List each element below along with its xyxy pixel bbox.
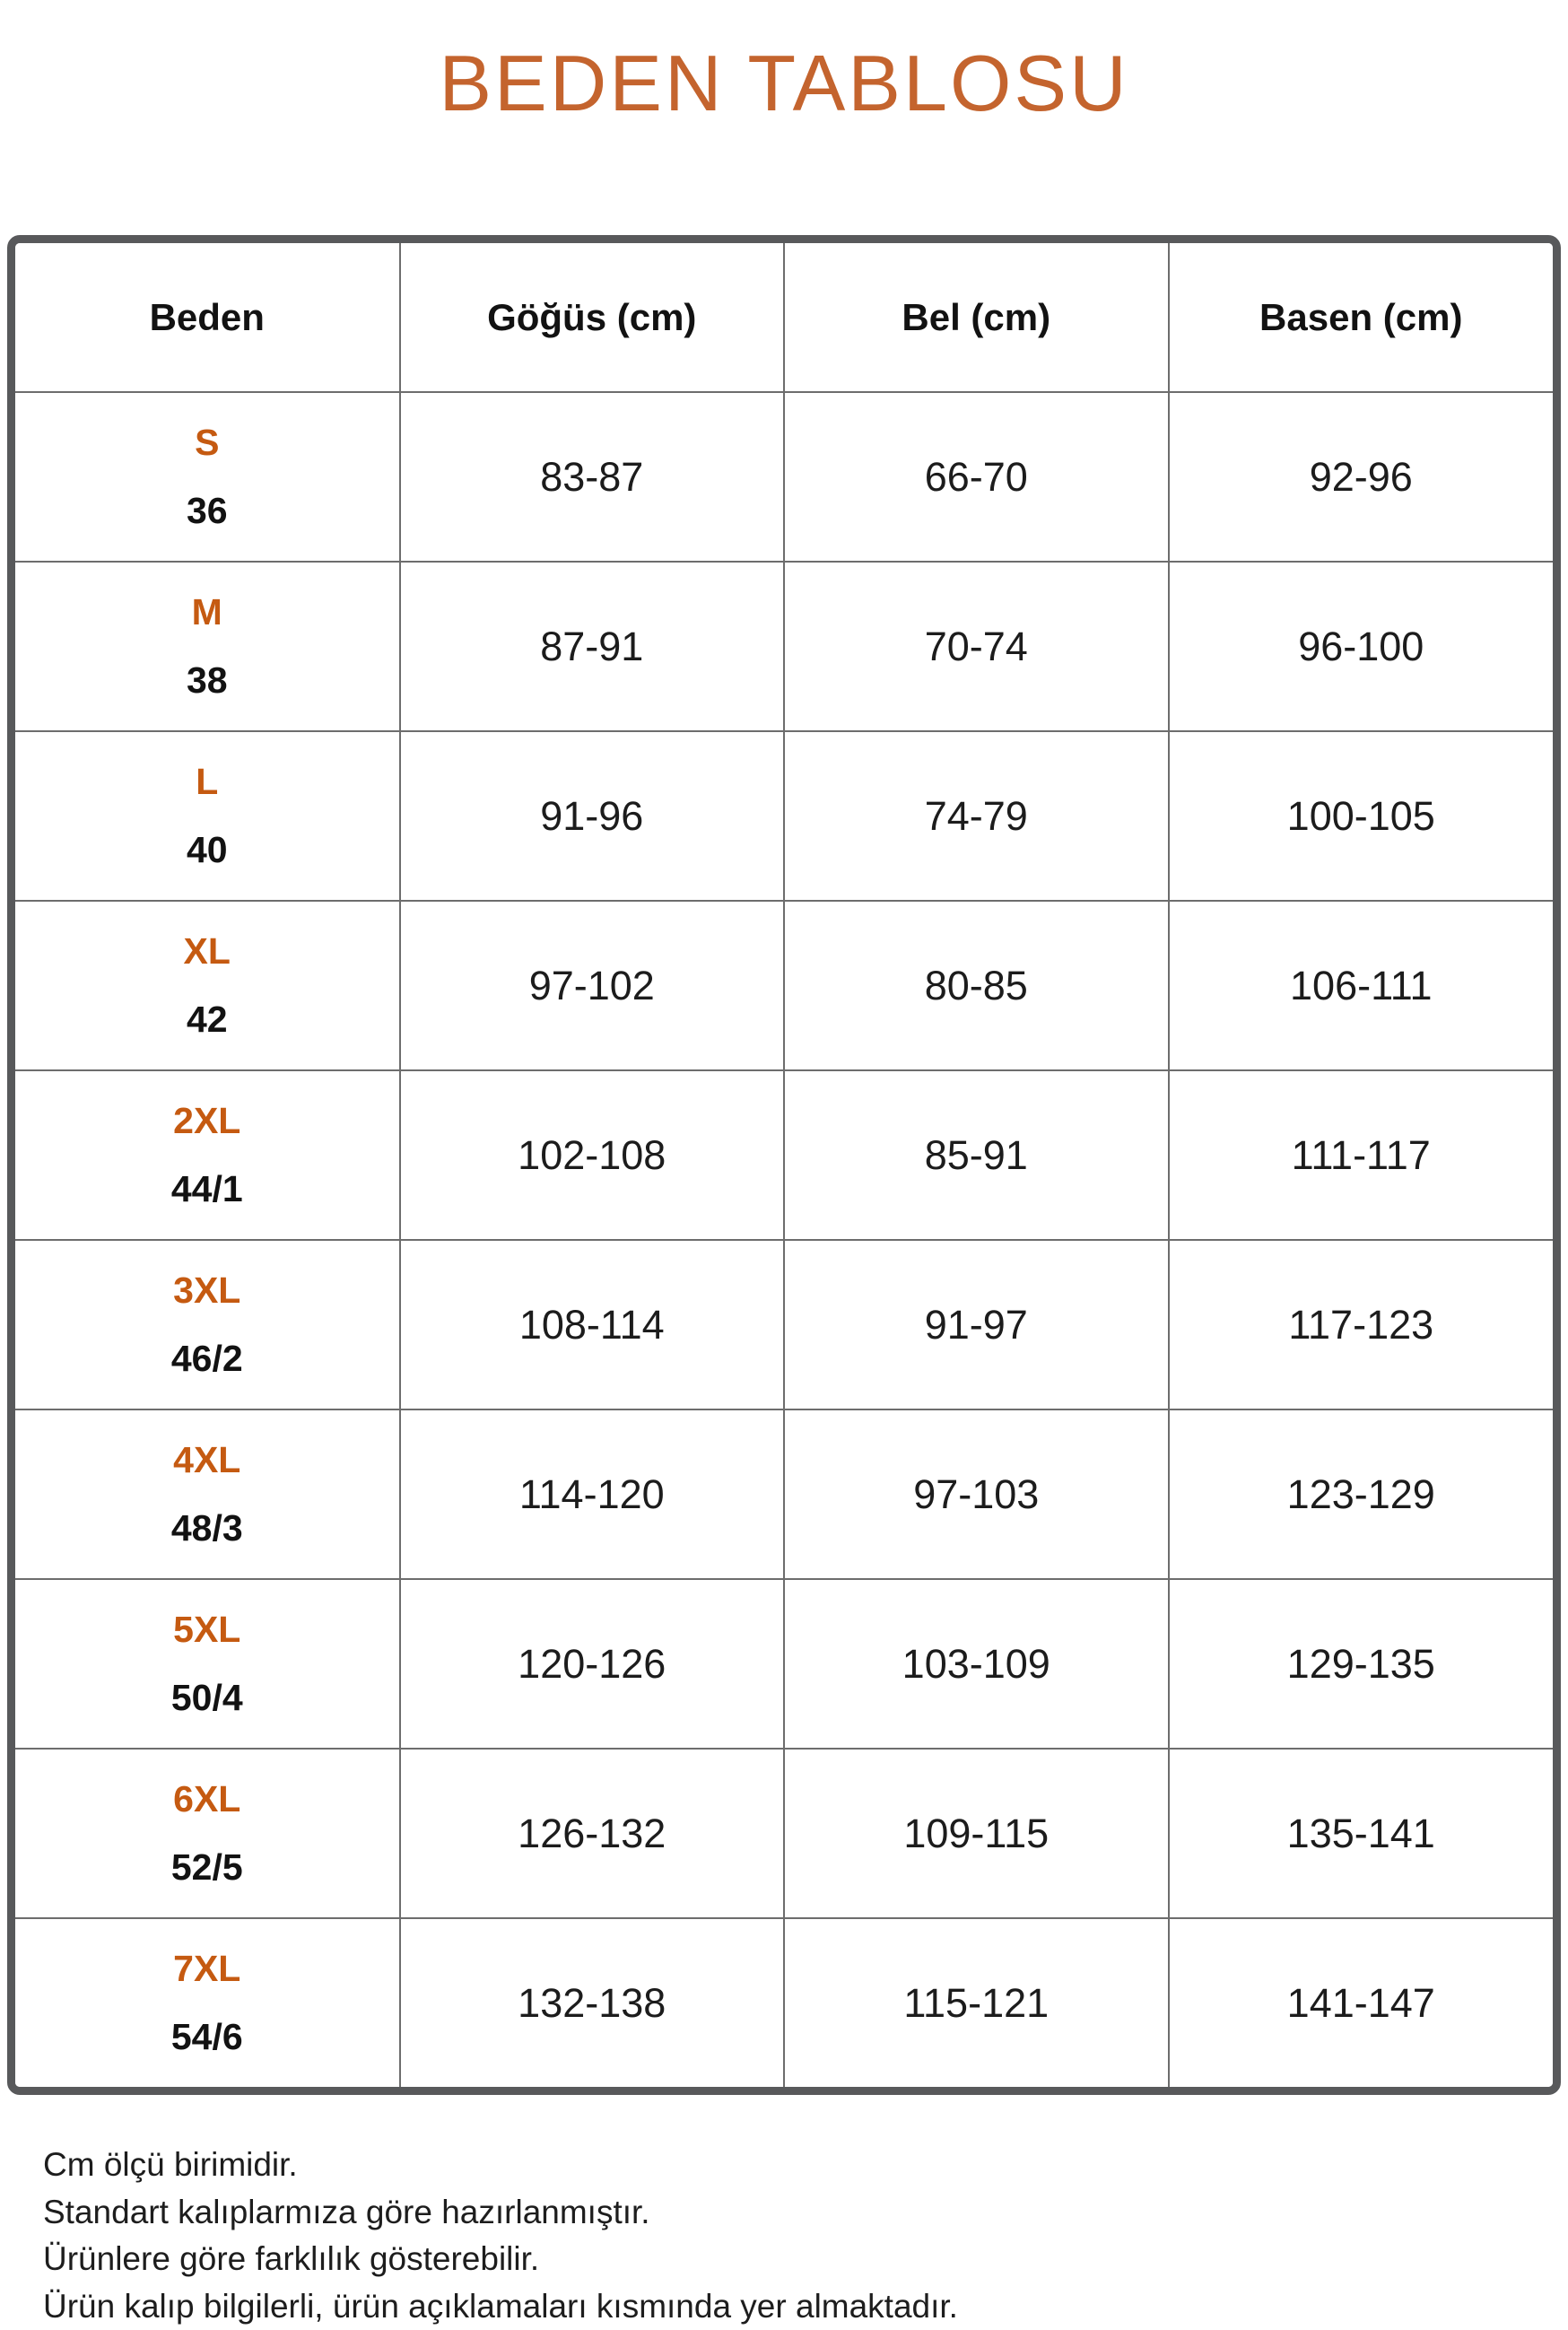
footer-note-line: Ürünlere göre farklılık gösterebilir. — [43, 2240, 540, 2278]
table-row: 5XL 50/4 120-126 103-109 129-135 — [15, 1578, 1553, 1750]
size-number: 40 — [186, 828, 228, 870]
header-gogus: Göğüs (cm) — [398, 243, 785, 393]
table-row: M 38 87-91 70-74 96-100 — [15, 561, 1553, 732]
size-table: Beden Göğüs (cm) Bel (cm) Basen (cm) S 36… — [15, 243, 1553, 2087]
size-cell: XL 42 — [15, 900, 401, 1071]
waist-cell: 74-79 — [783, 730, 1170, 902]
chest-cell: 91-96 — [398, 730, 785, 902]
size-label: 3XL — [173, 1270, 241, 1312]
waist-cell: 85-91 — [783, 1069, 1170, 1241]
waist-cell: 80-85 — [783, 900, 1170, 1071]
waist-cell: 70-74 — [783, 561, 1170, 732]
hip-cell: 135-141 — [1167, 1748, 1553, 1919]
waist-cell: 97-103 — [783, 1409, 1170, 1580]
table-row: S 36 83-87 66-70 92-96 — [15, 391, 1553, 563]
size-number: 38 — [186, 659, 228, 701]
chest-cell: 97-102 — [398, 900, 785, 1071]
size-label: 5XL — [173, 1609, 241, 1651]
size-cell: 6XL 52/5 — [15, 1748, 401, 1919]
waist-cell: 115-121 — [783, 1917, 1170, 2087]
size-label: XL — [183, 930, 231, 973]
header-beden: Beden — [15, 243, 401, 393]
size-cell: 3XL 46/2 — [15, 1239, 401, 1410]
size-number: 50/4 — [170, 1676, 243, 1718]
waist-cell: 66-70 — [783, 391, 1170, 563]
size-cell: S 36 — [15, 391, 401, 563]
page-title: BEDEN TABLOSU — [439, 39, 1129, 127]
waist-cell: 91-97 — [783, 1239, 1170, 1410]
hip-cell: 117-123 — [1167, 1239, 1553, 1410]
hip-cell: 106-111 — [1167, 900, 1553, 1071]
table-row: 2XL 44/1 102-108 85-91 111-117 — [15, 1069, 1553, 1241]
size-number: 54/6 — [170, 2015, 243, 2057]
size-cell: M 38 — [15, 561, 401, 732]
chest-cell: 83-87 — [398, 391, 785, 563]
hip-cell: 141-147 — [1167, 1917, 1553, 2087]
header-row: Beden Göğüs (cm) Bel (cm) Basen (cm) — [15, 243, 1553, 393]
hip-cell: 123-129 — [1167, 1409, 1553, 1580]
size-label: 7XL — [173, 1948, 241, 1990]
size-cell: 5XL 50/4 — [15, 1578, 401, 1750]
hip-cell: 96-100 — [1167, 561, 1553, 732]
chest-cell: 114-120 — [398, 1409, 785, 1580]
table-row: 3XL 46/2 108-114 91-97 117-123 — [15, 1239, 1553, 1410]
size-number: 48/3 — [170, 1506, 243, 1549]
size-label: S — [195, 422, 220, 464]
size-cell: 7XL 54/6 — [15, 1917, 401, 2087]
size-number: 42 — [186, 998, 228, 1040]
waist-cell: 103-109 — [783, 1578, 1170, 1750]
size-number: 44/1 — [170, 1167, 243, 1209]
chest-cell: 126-132 — [398, 1748, 785, 1919]
size-number: 36 — [186, 489, 228, 531]
table-row: 4XL 48/3 114-120 97-103 123-129 — [15, 1409, 1553, 1580]
table-row: 6XL 52/5 126-132 109-115 135-141 — [15, 1748, 1553, 1919]
footer-note-line: Standart kalıplarmıza göre hazırlanmıştı… — [43, 2193, 650, 2230]
size-cell: 4XL 48/3 — [15, 1409, 401, 1580]
footer-note-line: Cm ölçü birimidir. — [43, 2146, 298, 2183]
chest-cell: 102-108 — [398, 1069, 785, 1241]
chest-cell: 120-126 — [398, 1578, 785, 1750]
hip-cell: 129-135 — [1167, 1578, 1553, 1750]
hip-cell: 92-96 — [1167, 391, 1553, 563]
size-number: 52/5 — [170, 1846, 243, 1888]
hip-cell: 100-105 — [1167, 730, 1553, 902]
footer-note-line: Ürün kalıp bilgilerli, ürün açıklamaları… — [43, 2287, 958, 2325]
table-row: XL 42 97-102 80-85 106-111 — [15, 900, 1553, 1071]
size-label: L — [196, 761, 219, 803]
size-label: 4XL — [173, 1439, 241, 1481]
chest-cell: 87-91 — [398, 561, 785, 732]
size-table-body: S 36 83-87 66-70 92-96 M 38 87-91 70-74 96-100 L 40… — [15, 391, 1553, 2087]
header-bel: Bel (cm) — [783, 243, 1170, 393]
size-table-frame: Beden Göğüs (cm) Bel (cm) Basen (cm) S 36… — [7, 235, 1561, 2095]
size-label: M — [191, 591, 222, 633]
header-basen: Basen (cm) — [1167, 243, 1553, 393]
size-table-header: Beden Göğüs (cm) Bel (cm) Basen (cm) — [15, 243, 1553, 393]
chest-cell: 108-114 — [398, 1239, 785, 1410]
footer-notes: Cm ölçü birimidir. Standart kalıplarmıza… — [43, 2142, 1532, 2330]
size-number: 46/2 — [170, 1337, 243, 1379]
hip-cell: 111-117 — [1167, 1069, 1553, 1241]
size-cell: 2XL 44/1 — [15, 1069, 401, 1241]
size-label: 6XL — [173, 1778, 241, 1820]
table-row: L 40 91-96 74-79 100-105 — [15, 730, 1553, 902]
size-label: 2XL — [173, 1100, 241, 1142]
table-row: 7XL 54/6 132-138 115-121 141-147 — [15, 1917, 1553, 2087]
size-cell: L 40 — [15, 730, 401, 902]
waist-cell: 109-115 — [783, 1748, 1170, 1919]
chest-cell: 132-138 — [398, 1917, 785, 2087]
